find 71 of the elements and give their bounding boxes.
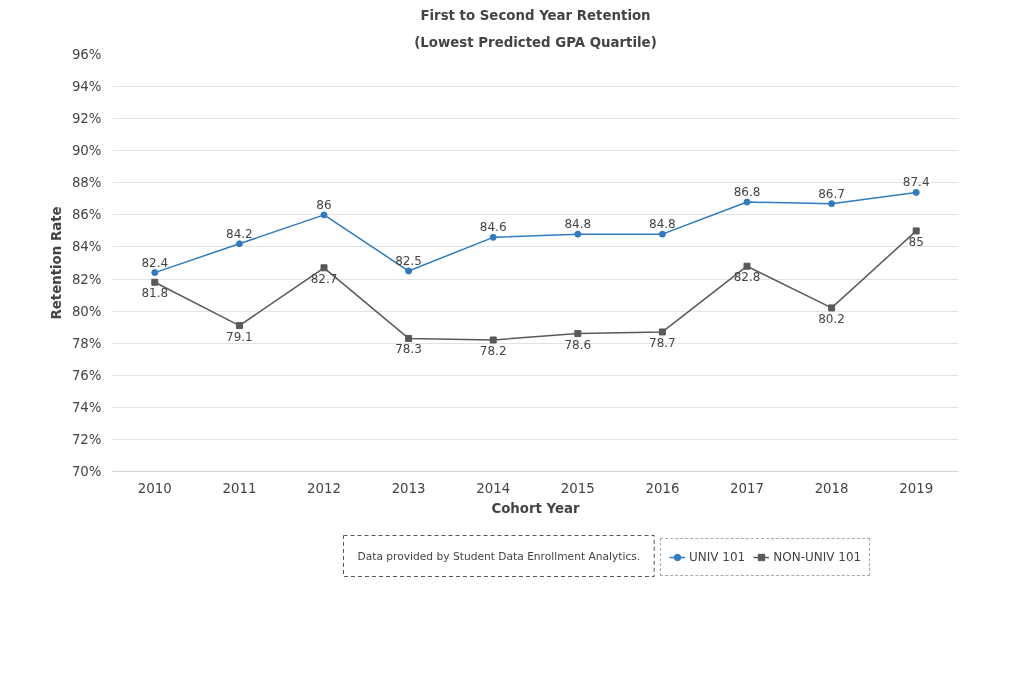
point	[235, 240, 243, 248]
x-tick-label: 2016	[645, 480, 680, 496]
point	[320, 264, 328, 272]
y-tick-label: 72%	[71, 431, 102, 447]
point	[743, 198, 751, 206]
x-axis-title: Cohort Year	[491, 500, 581, 516]
y-tick-label: 82%	[71, 271, 102, 287]
x-tick-label: 2010	[137, 480, 172, 496]
point	[235, 322, 243, 330]
point	[828, 304, 836, 312]
x-tick-label: 2018	[814, 480, 849, 496]
data-label: 84.8	[649, 217, 676, 232]
point	[320, 211, 328, 219]
data-label: 79.1	[226, 329, 253, 344]
y-axis-title: Retention Rate	[48, 206, 64, 320]
y-tick-label: 84%	[71, 239, 102, 255]
point	[574, 330, 582, 338]
point	[489, 233, 497, 241]
y-tick-label: 76%	[71, 367, 102, 383]
x-tick-label: 2015	[560, 480, 595, 496]
x-tick-label: 2017	[730, 480, 764, 496]
y-tick-label: 86%	[71, 207, 102, 223]
point	[405, 267, 413, 275]
point	[151, 269, 159, 277]
data-label: 82.5	[395, 254, 422, 269]
data-label: 78.2	[479, 343, 507, 358]
y-tick-label: 80%	[71, 303, 102, 319]
y-tick-label: 78%	[71, 335, 102, 351]
data-label: 78.6	[564, 337, 592, 352]
chart-title: First to Second Year Retention	[420, 7, 651, 23]
data-label: 78.7	[649, 335, 676, 350]
data-label: 84.6	[479, 220, 507, 235]
data-label: 86.7	[818, 186, 845, 201]
data-label: 82.4	[141, 255, 169, 270]
point	[151, 278, 159, 286]
point	[828, 200, 836, 208]
data-label: 86.8	[733, 185, 761, 200]
point	[912, 227, 920, 235]
data-label: 85	[908, 234, 924, 249]
data-label: 84.8	[564, 217, 592, 232]
data-label: 81.8	[141, 286, 169, 301]
y-tick-label: 90%	[71, 143, 102, 159]
legend-label: NON-UNIV 101	[773, 550, 862, 564]
y-tick-label: 94%	[71, 79, 102, 95]
y-tick-label: 96%	[71, 47, 102, 62]
data-label: 82.8	[733, 270, 761, 285]
x-tick-label: 2019	[899, 480, 934, 496]
data-label: 82.7	[310, 271, 338, 286]
legend-label: UNIV 101	[689, 550, 746, 564]
x-tick-label: 2013	[391, 480, 426, 496]
point	[743, 262, 751, 270]
point	[912, 188, 920, 196]
y-tick-label: 74%	[71, 399, 102, 415]
x-tick-label: 2011	[222, 480, 257, 496]
point	[658, 328, 666, 336]
point	[405, 334, 413, 342]
data-label: 78.3	[395, 342, 422, 357]
data-label: 87.4	[902, 175, 930, 190]
y-tick-label: 88%	[71, 175, 102, 191]
data-label: 80.2	[818, 311, 845, 326]
text: Data provided by Student Data Enrollment Analytics.	[357, 549, 641, 563]
chart-subtitle: (Lowest Predicted GPA Quartile)	[414, 34, 657, 50]
point	[574, 230, 582, 238]
y-tick-label: 92%	[71, 111, 102, 127]
x-tick-label: 2012	[307, 480, 341, 496]
x-tick-label: 2014	[476, 480, 511, 496]
data-label: 86	[316, 197, 332, 212]
point	[658, 230, 666, 238]
data-label: 84.2	[226, 226, 253, 241]
y-tick-label: 70%	[71, 464, 102, 479]
point	[489, 336, 497, 344]
